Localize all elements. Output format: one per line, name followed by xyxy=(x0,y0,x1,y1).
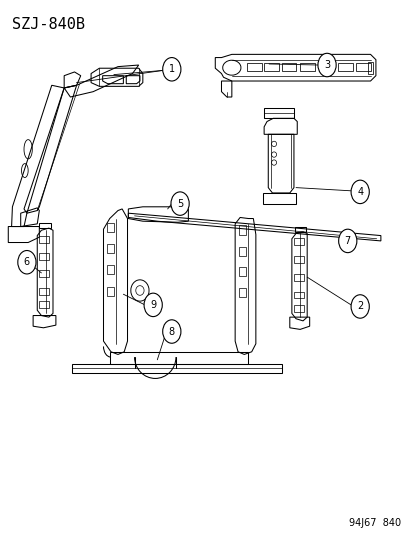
Text: 7: 7 xyxy=(344,236,350,246)
Circle shape xyxy=(162,58,180,81)
Text: 4: 4 xyxy=(356,187,362,197)
Text: 8: 8 xyxy=(169,327,174,336)
Circle shape xyxy=(350,180,368,204)
Circle shape xyxy=(144,293,162,317)
Circle shape xyxy=(171,192,189,215)
Text: SZJ-840B: SZJ-840B xyxy=(12,17,85,32)
Circle shape xyxy=(162,320,180,343)
Circle shape xyxy=(317,53,335,77)
Text: 9: 9 xyxy=(150,300,156,310)
Circle shape xyxy=(18,251,36,274)
Circle shape xyxy=(350,295,368,318)
Text: 1: 1 xyxy=(169,64,174,74)
Text: 3: 3 xyxy=(323,60,329,70)
Text: 6: 6 xyxy=(24,257,30,267)
Circle shape xyxy=(338,229,356,253)
Text: 94J67  840: 94J67 840 xyxy=(349,518,401,528)
Text: 2: 2 xyxy=(356,302,363,311)
Text: 5: 5 xyxy=(176,199,183,208)
